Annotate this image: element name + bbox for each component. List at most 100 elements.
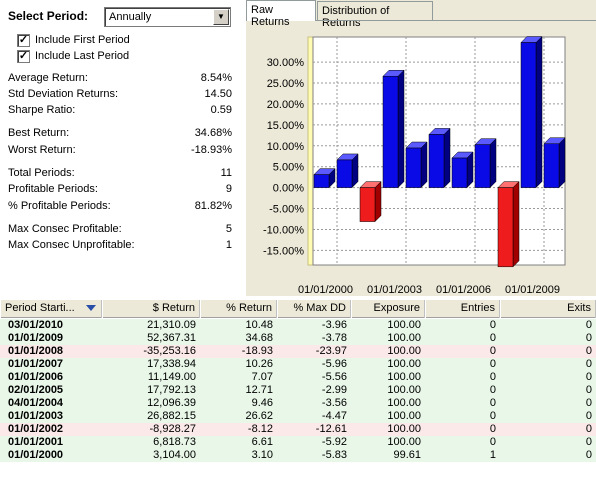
table-cell: 0 (489, 371, 496, 383)
table-cell: 0 (489, 319, 496, 331)
table-cell: 0 (585, 345, 592, 357)
stat-value: 34.68% (194, 127, 232, 139)
table-cell: 01/01/2003 (8, 410, 64, 422)
table-cell: 02/01/2005 (8, 384, 64, 396)
table-cell: -23.97 (315, 345, 347, 357)
chart-bar-side (512, 181, 520, 268)
stat-worst-return: Worst Return: -18.93% (8, 143, 232, 157)
table-row[interactable]: 04/01/2004 12,096.39 9.46 -3.56 100.00 0 0 (0, 397, 596, 410)
table-cell: 100.00 (387, 371, 421, 383)
checkmark-icon[interactable]: ✓ (17, 49, 30, 63)
column-header-max-dd[interactable]: % Max DD (277, 300, 351, 318)
table-cell: 100.00 (387, 436, 421, 448)
sort-down-icon[interactable] (86, 305, 96, 311)
column-header-exits[interactable]: Exits (500, 300, 596, 318)
stat-best-return: Best Return: 34.68% (8, 126, 232, 140)
include-first-period-checkbox[interactable]: ✓ Include First Period (17, 33, 130, 47)
table-row[interactable]: 03/01/2010 21,310.09 10.48 -3.96 100.00 0 0 (0, 319, 596, 332)
table-cell: 0 (489, 410, 496, 422)
stat-max-consec-unprofitable: Max Consec Unprofitable: 1 (8, 238, 232, 252)
chart-y-tick-label: 0.00% (273, 183, 304, 195)
stat-value: 9 (225, 183, 232, 195)
chart-y-tick-label: 25.00% (267, 78, 305, 90)
tab-distribution-of-returns[interactable]: Distribution of Returns (317, 1, 433, 29)
table-cell: 0 (585, 397, 592, 409)
table-cell: 100.00 (387, 358, 421, 370)
raw-returns-chart: 30.00% 25.00% 20.00% 15.00% 10.00% 5.00% 0.00%… (263, 35, 566, 296)
column-header-percent-return[interactable]: % Return (200, 300, 277, 318)
table-cell: -5.83 (321, 449, 347, 461)
table-cell: -3.96 (321, 319, 347, 331)
table-cell: 01/01/2009 (8, 332, 64, 344)
table-cell: 0 (585, 436, 592, 448)
chart-area: 30.00% 25.00% 20.00% 15.00% 10.00% 5.00% 0.00%… (246, 20, 596, 296)
table-cell: 0 (489, 423, 496, 435)
table-cell: 17,792.13 (147, 384, 196, 396)
stat-label: % Profitable Periods: (8, 200, 111, 212)
chart-y-tick-label: 5.00% (273, 162, 304, 174)
chart-y-tick-label: 30.00% (267, 57, 305, 69)
chart-y-tick-label: 15.00% (267, 120, 305, 132)
table-cell: -35,253.16 (143, 345, 196, 357)
stat-value: 11 (220, 167, 232, 179)
table-cell: -8.12 (247, 423, 273, 435)
chart-y-tick-label: 20.00% (267, 99, 305, 111)
table-header: Period Starti... $ Return % Return % Max… (0, 300, 596, 318)
chart-bar (520, 42, 537, 188)
table-cell: 99.61 (393, 449, 421, 461)
table-row[interactable]: 01/01/2007 17,338.94 10.26 -5.96 100.00 0 0 (0, 358, 596, 371)
table-cell: 9.46 (251, 397, 273, 409)
stat-label: Total Periods: (8, 167, 75, 179)
table-cell: 0 (585, 449, 592, 461)
tab-raw-returns[interactable]: Raw Returns (246, 0, 316, 28)
column-header-dollar-return[interactable]: $ Return (102, 300, 200, 318)
table-cell: -5.96 (321, 358, 347, 370)
stat-value: 81.82% (194, 200, 232, 212)
chart-bar (543, 143, 560, 188)
stat-label: Worst Return: (8, 144, 76, 156)
chart-bar-side (374, 181, 382, 223)
table-cell: 10.48 (245, 319, 273, 331)
period-dropdown[interactable]: Annually ▼ (104, 7, 231, 27)
table-row[interactable]: 01/01/2009 52,367.31 34.68 -3.78 100.00 0 0 (0, 332, 596, 345)
period-label: Select Period: (8, 9, 89, 23)
chart-bar (474, 144, 491, 188)
stat-sharpe-ratio: Sharpe Ratio: 0.59 (8, 103, 232, 117)
table-row[interactable]: 01/01/2000 3,104.00 3.10 -5.83 99.61 1 0 (0, 449, 596, 462)
column-header-entries[interactable]: Entries (425, 300, 500, 318)
returns-table: Period Starti... $ Return % Return % Max… (0, 300, 596, 477)
column-header-exposure[interactable]: Exposure (351, 300, 425, 318)
table-cell: 26.62 (245, 410, 273, 422)
column-header-label: Period Starti... (5, 302, 75, 314)
table-row[interactable]: 01/01/2008 -35,253.16 -18.93 -23.97 100.00 0 0 (0, 345, 596, 358)
chart-x-tick-label: 01/01/2006 (436, 284, 491, 296)
table-row[interactable]: 01/01/2003 26,882.15 26.62 -4.47 100.00 0 0 (0, 410, 596, 423)
table-cell: 0 (585, 423, 592, 435)
chart-x-tick-label: 01/01/2000 (298, 284, 353, 296)
table-row[interactable]: 02/01/2005 17,792.13 12.71 -2.99 100.00 0 0 (0, 384, 596, 397)
table-cell: 1 (489, 449, 496, 461)
stat-profitable-periods: Profitable Periods: 9 (8, 182, 232, 196)
chevron-down-icon[interactable]: ▼ (213, 9, 229, 25)
table-cell: 01/01/2006 (8, 371, 64, 383)
stat-label: Std Deviation Returns: (8, 88, 119, 100)
table-cell: -2.99 (321, 384, 347, 396)
table-cell: -18.93 (241, 345, 273, 357)
table-cell: 0 (585, 319, 592, 331)
table-cell: -5.92 (321, 436, 347, 448)
table-row[interactable]: 01/01/2006 11,149.00 7.07 -5.56 100.00 0 0 (0, 371, 596, 384)
include-last-period-checkbox[interactable]: ✓ Include Last Period (17, 49, 129, 63)
stat-label: Max Consec Unprofitable: (8, 239, 135, 251)
chart-y-tick-label: -10.00% (263, 224, 304, 236)
table-row[interactable]: 01/01/2001 6,818.73 6.61 -5.92 100.00 0 0 (0, 436, 596, 449)
period-dropdown-value: Annually (109, 11, 152, 23)
table-row[interactable]: 01/01/2002 -8,928.27 -8.12 -12.61 100.00 0 0 (0, 423, 596, 436)
chart-bar-side (397, 69, 405, 189)
table-cell: 03/01/2010 (8, 319, 64, 331)
table-cell: -4.47 (321, 410, 347, 422)
column-header-period[interactable]: Period Starti... (0, 300, 102, 318)
table-cell: 52,367.31 (147, 332, 196, 344)
checkmark-icon[interactable]: ✓ (17, 33, 30, 47)
table-cell: 0 (489, 384, 496, 396)
table-cell: 12,096.39 (147, 397, 196, 409)
